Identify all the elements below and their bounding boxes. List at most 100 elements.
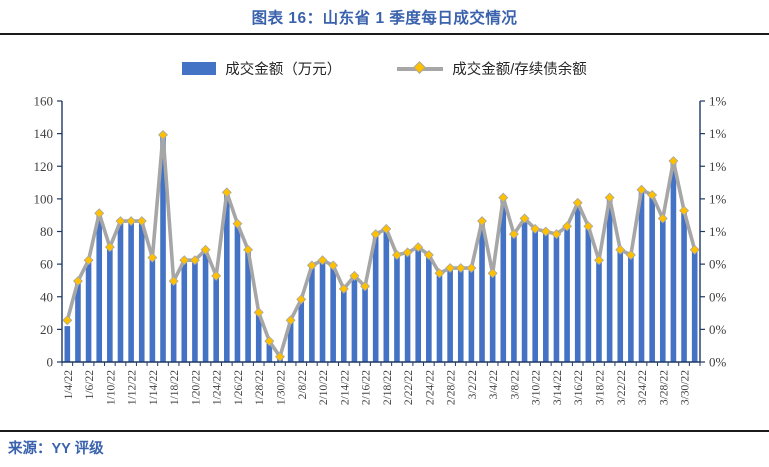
ratio-marker-3/29/22 (668, 156, 679, 166)
bar-1/7/22 (96, 213, 103, 362)
bar-2/7/22 (287, 319, 294, 362)
x-axis-label: 3/28/22 (658, 370, 670, 405)
x-axis-label: 2/22/22 (403, 370, 415, 405)
bar-3/9/22 (521, 218, 528, 362)
ratio-marker-1/7/22 (94, 208, 105, 219)
bar-3/3/22 (479, 220, 485, 362)
source-note: 来源：YY 评级 (8, 441, 104, 457)
bar-1/29/22 (266, 340, 273, 362)
bar-2/22/22 (404, 252, 411, 362)
ratio-marker-3/1/22 (455, 263, 466, 274)
x-axis-label: 2/10/22 (318, 370, 330, 405)
x-axis-label: 1/14/22 (148, 370, 160, 405)
bar-2/14/22 (340, 290, 347, 362)
bar-3/2/22 (468, 267, 475, 362)
ratio-marker-1/25/22 (221, 187, 232, 198)
right-axis-label: 1% (709, 94, 727, 109)
right-axis-label: 1% (709, 126, 727, 141)
x-axis-label: 3/16/22 (573, 370, 585, 405)
right-axis-label: 1% (709, 159, 727, 174)
ratio-marker-2/14/22 (338, 283, 349, 294)
bar-3/4/22 (489, 272, 496, 362)
ratio-marker-1/18/22 (168, 276, 179, 287)
ratio-marker-2/8/22 (296, 294, 307, 305)
bar-2/10/22 (319, 259, 326, 362)
ratio-marker-2/18/22 (381, 223, 392, 234)
ratio-marker-2/10/22 (317, 255, 328, 266)
bar-1/10/22 (107, 247, 113, 362)
ratio-marker-2/7/22 (285, 315, 296, 326)
bar-1/12/22 (128, 221, 134, 362)
left-axis-label: 100 (34, 191, 54, 206)
ratio-marker-1/17/22 (158, 129, 168, 140)
ratio-marker-1/19/22 (179, 255, 190, 266)
ratio-marker-1/20/22 (189, 255, 200, 266)
bar-1/5/22 (75, 280, 81, 362)
bar-1/21/22 (202, 251, 209, 362)
ratio-marker-1/6/22 (83, 255, 94, 266)
bar-3/21/22 (606, 197, 613, 362)
legend-bar-label: 成交金额（万元） (225, 62, 342, 78)
ratio-marker-1/5/22 (72, 276, 83, 287)
x-axis-label: 2/8/22 (297, 370, 309, 400)
right-axis-label: 0% (709, 289, 727, 304)
x-axis-label: 3/22/22 (616, 370, 628, 405)
ratio-marker-1/27/22 (243, 244, 254, 255)
x-axis-label: 3/24/22 (637, 370, 649, 405)
left-axis-label: 40 (40, 289, 53, 304)
x-axis-label: 1/6/22 (84, 370, 96, 400)
bar-3/25/22 (649, 193, 655, 362)
bar-3/24/22 (638, 189, 645, 362)
ratio-marker-1/24/22 (211, 270, 222, 281)
ratio-marker-1/29/22 (264, 336, 275, 347)
x-axis-label: 1/10/22 (105, 370, 117, 405)
ratio-marker-1/12/22 (126, 216, 137, 227)
bar-1/6/22 (85, 259, 92, 362)
bar-line-chart: 0 20 40 60 80 100 120 140 160 0% 0% 0% 0% 1% 1% 1% 1% 1% 1… (34, 94, 727, 406)
bar-3/17/22 (585, 226, 592, 362)
bar-1/18/22 (170, 280, 177, 362)
bar-1/4/22 (64, 326, 71, 362)
bar-3/23/22 (628, 254, 634, 362)
x-axis-label: 1/4/22 (63, 370, 75, 400)
x-axis-label: 1/28/22 (254, 370, 266, 405)
legend-item-line-series: 成交金额/存续债余额 (397, 58, 587, 79)
bar-3/29/22 (670, 161, 677, 362)
ratio-marker-3/21/22 (604, 192, 615, 203)
x-axis-label: 1/30/22 (276, 370, 288, 405)
ratio-marker-2/15/22 (349, 270, 360, 281)
ratio-marker-3/22/22 (615, 244, 626, 255)
left-axis-label: 60 (40, 257, 53, 272)
ratio-marker-3/2/22 (466, 263, 477, 274)
bar-2/16/22 (362, 285, 368, 362)
ratio-marker-2/17/22 (370, 229, 381, 240)
bar-1/13/22 (138, 221, 145, 362)
ratio-marker-2/9/22 (306, 260, 317, 271)
ratio-marker-3/15/22 (562, 221, 573, 232)
left-axis-label: 80 (40, 224, 53, 239)
ratio-marker-3/23/22 (625, 250, 636, 260)
bar-1/24/22 (213, 277, 219, 362)
ratio-marker-3/3/22 (477, 216, 487, 227)
x-axis-label: 3/18/22 (595, 370, 607, 405)
right-axis-label: 1% (709, 191, 727, 206)
ratio-marker-1/14/22 (147, 252, 158, 263)
x-axis-label: 2/14/22 (339, 370, 351, 405)
bar-2/21/22 (394, 254, 400, 362)
x-axis-label: 2/18/22 (382, 370, 394, 405)
x-axis-label: 3/10/22 (531, 370, 543, 405)
ratio-marker-2/28/22 (445, 263, 456, 274)
bar-3/10/22 (532, 229, 538, 362)
ratio-marker-3/11/22 (540, 226, 551, 237)
bar-1/17/22 (160, 135, 166, 362)
ratio-marker-2/11/22 (328, 260, 339, 271)
bar-1/25/22 (224, 192, 230, 362)
bar-1/26/22 (234, 224, 241, 362)
ratio-marker-2/16/22 (360, 281, 371, 292)
bar-1/11/22 (117, 221, 124, 362)
x-axis-label: 3/8/22 (509, 370, 521, 400)
ratio-marker-3/7/22 (498, 192, 509, 203)
bar-2/24/22 (426, 254, 432, 362)
x-axis-label: 3/30/22 (680, 370, 692, 405)
